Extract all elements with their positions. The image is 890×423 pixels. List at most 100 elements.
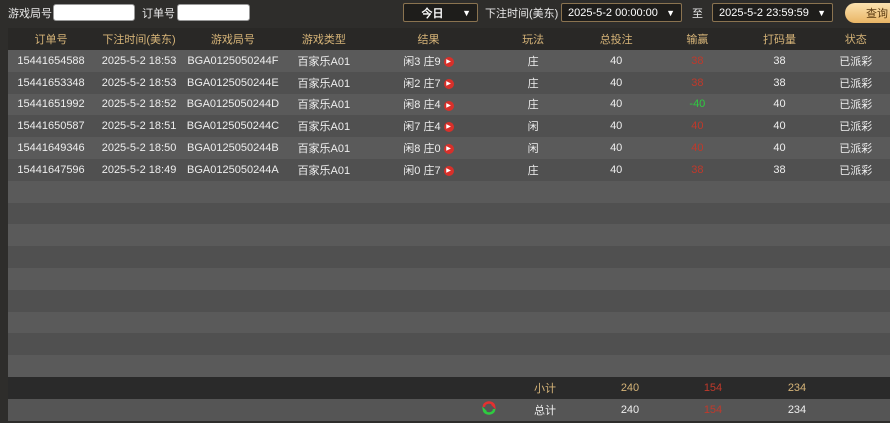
empty-row [8,355,890,377]
type-text: 百家乐A01 [297,77,351,90]
play-replay-icon[interactable]: ▶ [443,78,454,89]
cell-code: 38 [737,164,821,176]
bet-text: 庄 [527,99,539,112]
round-input[interactable] [53,4,135,21]
cell-result: 闲8 庄0 ▶ [366,140,491,156]
cell-code: 40 [737,120,821,132]
subtotal-win: 154 [703,381,723,394]
play-replay-icon[interactable]: ▶ [443,122,454,133]
total-text: 40 [610,98,623,111]
cell-bet: 闲 [491,140,575,156]
cell-win: 40 [657,142,737,154]
bet-text: 庄 [527,55,539,68]
bet-records-table: 订单号 下注时间(美东) 游戏局号 游戏类型 结果 玩法 总投注 输赢 打码量 状态 154416… [8,28,890,421]
status-text: 已派彩 [839,55,873,68]
status-text: 已派彩 [839,143,873,156]
subtotal-row: 小计 240 154 234 [8,376,890,399]
column-header: 下注时间(美东) [102,34,176,46]
cell-time: 2025-5-2 18:50 [94,142,184,154]
round-text: BGA0125050244C [186,120,280,133]
round-text: BGA0125050244F [187,54,279,67]
column-header: 打码量 [763,34,796,46]
cell-total: 40 [575,77,657,89]
column-header: 订单号 [34,34,68,46]
bet-text: 闲 [527,121,539,134]
cell-win: 40 [657,120,737,132]
grandtotal-code: 234 [787,403,807,416]
cell-code: 38 [737,77,821,89]
cell-type: 百家乐A01 [282,140,366,156]
play-replay-icon[interactable]: ▶ [443,144,454,155]
empty-row [8,267,890,290]
code-text: 38 [773,54,786,67]
cell-status: 已派彩 [822,118,890,134]
empty-row [8,246,890,268]
status-text: 已派彩 [839,99,873,112]
cell-order: 15441647596 [8,164,94,176]
win-text: 38 [691,76,704,89]
play-replay-icon[interactable]: ▶ [443,56,454,67]
table-row: 15441654588 2025-5-2 18:53 BGA0125050244F 百… [8,50,890,72]
total-text: 40 [610,163,623,176]
time-text: 2025-5-2 18:53 [101,76,177,89]
cell-bet: 庄 [491,96,575,112]
cell-type: 百家乐A01 [282,53,366,69]
cell-status: 已派彩 [822,140,890,156]
cell-round: BGA0125050244A [184,164,282,176]
to-label: 至 [692,8,703,20]
type-text: 百家乐A01 [297,55,351,68]
bet-text: 闲 [527,143,539,156]
start-time-select[interactable]: 2025-5-2 00:00:00 ▼ [561,3,682,22]
total-text: 40 [610,54,623,67]
code-text: 40 [773,120,786,133]
cell-round: BGA0125050244D [184,98,282,110]
cell-bet: 庄 [491,75,575,91]
cell-status: 已派彩 [822,96,890,112]
order-text: 15441653348 [17,76,85,89]
round-text: BGA0125050244D [186,98,280,111]
cell-bet: 闲 [491,118,575,134]
chevron-down-icon: ▼ [666,7,675,18]
result-text: 闲3 庄9 [403,55,441,68]
column-header: 总投注 [599,34,633,46]
order-text: 15441649346 [17,142,85,155]
column-header: 游戏局号 [210,34,255,46]
cell-total: 40 [575,55,657,67]
round-text: BGA0125050244A [187,163,279,176]
total-text: 40 [610,76,623,89]
cell-time: 2025-5-2 18:53 [94,77,184,89]
code-text: 38 [773,163,786,176]
cell-order: 15441649346 [8,142,94,154]
code-text: 38 [773,76,786,89]
chevron-down-icon: ▼ [817,7,826,18]
bet-text: 庄 [527,77,539,90]
play-replay-icon[interactable]: ▶ [443,100,454,111]
query-button[interactable]: 查询 [845,3,890,23]
column-header: 状态 [844,34,867,46]
refresh-icon[interactable] [374,401,502,418]
end-time-select[interactable]: 2025-5-2 23:59:59 ▼ [712,3,833,22]
cell-status: 已派彩 [822,53,890,69]
order-input[interactable] [177,4,250,21]
total-text: 40 [610,142,623,155]
empty-row [8,180,890,203]
cell-round: BGA0125050244F [184,55,282,67]
filter-bar: 游戏局号 订单号 今日 ▼ 下注时间(美东) 2025-5-2 00:00:00 ▼… [0,0,890,26]
period-select[interactable]: 今日 ▼ [403,3,478,22]
result-text: 闲8 庄4 [403,99,441,112]
cell-win: 38 [657,77,737,89]
win-text: -40 [689,98,706,111]
play-replay-icon[interactable]: ▶ [443,165,454,176]
win-text: 40 [691,120,704,133]
cell-total: 40 [575,120,657,132]
round-text: BGA0125050244B [187,142,279,155]
cell-win: 38 [657,164,737,176]
table-row: 15441650587 2025-5-2 18:51 BGA0125050244C 百… [8,115,890,138]
type-text: 百家乐A01 [297,121,351,134]
cell-result: 闲8 庄4 ▶ [366,96,491,112]
chevron-down-icon: ▼ [462,7,471,18]
subtotal-code: 234 [787,381,807,394]
empty-row [8,224,890,247]
time-text: 2025-5-2 18:51 [101,120,177,133]
time-text: 2025-5-2 18:50 [101,142,177,155]
